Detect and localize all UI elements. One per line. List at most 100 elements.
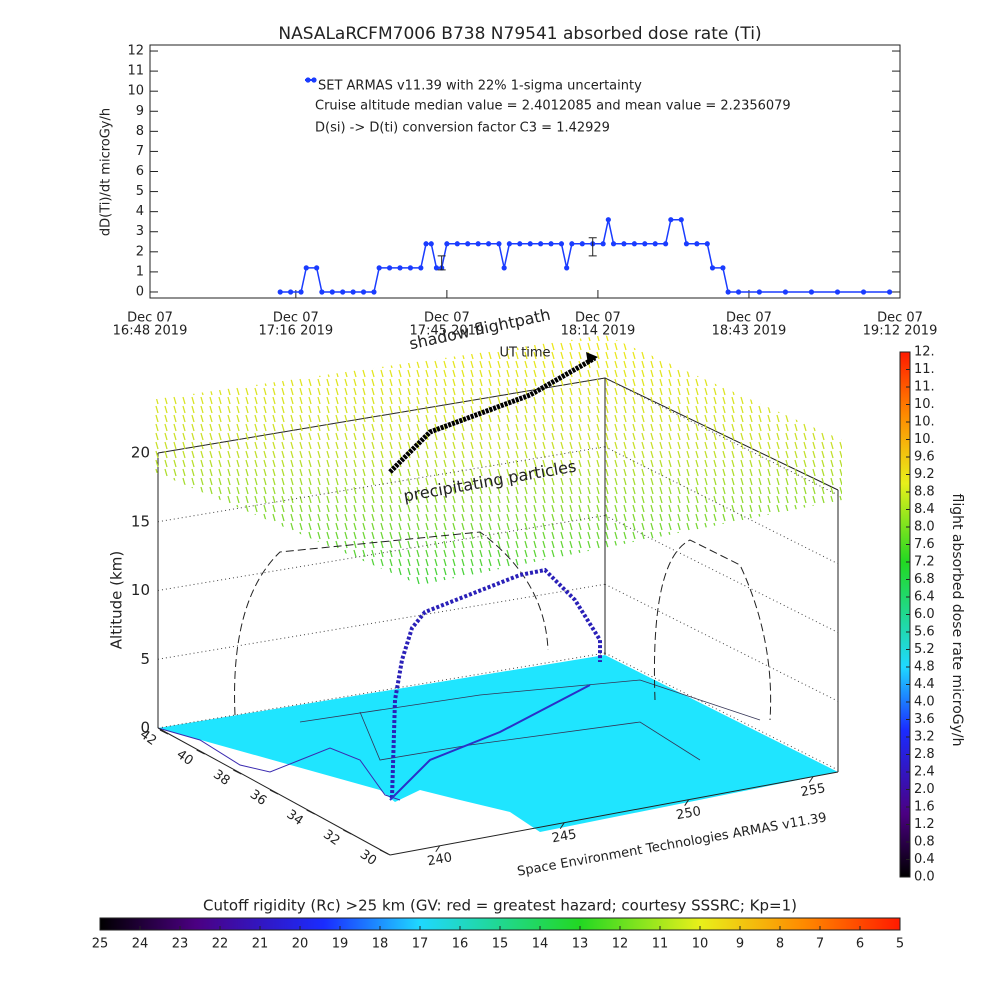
colorbar-tick-label: 1.2 bbox=[914, 817, 935, 832]
floor-map bbox=[158, 655, 838, 832]
x-tick-label: 17:16 2019 bbox=[258, 324, 333, 339]
data-point bbox=[558, 241, 565, 247]
data-point bbox=[725, 289, 731, 295]
data-point bbox=[501, 265, 507, 271]
data-point bbox=[683, 241, 690, 247]
colorbar-tick-label: 0.8 bbox=[914, 835, 935, 850]
data-point bbox=[454, 241, 460, 247]
colorbar-tick-label: 3.6 bbox=[914, 712, 935, 727]
colorbar-tick-label: 19 bbox=[332, 937, 349, 952]
colorbar-tick-label: 12 bbox=[612, 937, 629, 952]
data-point bbox=[642, 241, 648, 247]
x-tick-label: Dec 07 bbox=[127, 311, 173, 326]
colorbar-tick-label: 10. bbox=[914, 397, 935, 412]
lon-tick bbox=[808, 776, 814, 783]
lat-tick-label: 32 bbox=[320, 827, 342, 849]
colorbar-tick-label: 8.4 bbox=[914, 502, 935, 517]
x-tick-label: 18:14 2019 bbox=[561, 324, 636, 339]
y-axis-label: dD(Ti)/dt microGy/h bbox=[99, 108, 114, 236]
y-tick-label: 12 bbox=[127, 44, 144, 59]
lat-tick-label: 38 bbox=[210, 767, 232, 789]
lat-tick-label: 36 bbox=[247, 787, 269, 809]
data-point bbox=[517, 241, 523, 247]
flightpath-3d bbox=[390, 567, 602, 799]
data-point bbox=[485, 241, 492, 247]
y-tick-label: 7 bbox=[136, 144, 144, 159]
data-point bbox=[668, 217, 674, 223]
lat-tick-label: 40 bbox=[174, 747, 196, 769]
colorbar-tick-label: 3.2 bbox=[914, 730, 935, 745]
colorbar-tick-label: 25 bbox=[92, 937, 109, 952]
data-point bbox=[735, 289, 742, 295]
lat-tick bbox=[269, 789, 279, 795]
error-bar bbox=[588, 237, 597, 257]
x-tick-label: Dec 07 bbox=[424, 311, 470, 326]
data-point bbox=[621, 241, 627, 247]
shadow-arc bbox=[653, 539, 772, 721]
colorbar-tick-label: 0.4 bbox=[914, 852, 935, 867]
colorbar-tick-label: 0.0 bbox=[914, 870, 935, 885]
state-borders bbox=[299, 679, 761, 723]
arrow bbox=[586, 352, 598, 364]
colorbar-tick-label: 24 bbox=[132, 937, 149, 952]
data-point bbox=[527, 241, 533, 247]
coastline bbox=[157, 727, 401, 801]
data-point bbox=[303, 265, 309, 271]
colorbar-tick-label: 5.2 bbox=[914, 642, 935, 657]
data-point bbox=[418, 265, 424, 271]
data-point bbox=[720, 265, 726, 271]
annotation: Cruise altitude median value = 2.4012085… bbox=[315, 99, 791, 114]
data-point bbox=[610, 241, 617, 247]
y-tick-label: 3 bbox=[136, 224, 144, 239]
data-point bbox=[314, 265, 320, 271]
lat-tick-label: 34 bbox=[284, 807, 306, 829]
x-axis-label: UT time bbox=[500, 346, 551, 361]
colorbar-tick-label: 6.4 bbox=[914, 590, 935, 605]
lat-tick bbox=[159, 729, 169, 735]
colorbar-tick-label: 23 bbox=[172, 937, 189, 952]
data-point bbox=[756, 289, 762, 295]
y-tick-label: 9 bbox=[136, 104, 144, 119]
lon-tick-label: 250 bbox=[675, 804, 702, 823]
colorbar-tick-label: 13 bbox=[572, 937, 589, 952]
colorbar-tick-label: 6 bbox=[856, 937, 864, 952]
error-bar bbox=[437, 255, 446, 271]
lat-tick bbox=[233, 769, 242, 775]
lon-tick bbox=[559, 822, 565, 829]
data-point bbox=[886, 289, 893, 295]
y-tick-label: 11 bbox=[127, 64, 144, 79]
data-point bbox=[631, 241, 637, 247]
flightpath-top bbox=[388, 355, 597, 474]
data-point bbox=[397, 265, 403, 271]
colorbar-tick-label: 5.6 bbox=[914, 625, 935, 640]
data-point bbox=[340, 289, 346, 295]
data-point bbox=[538, 241, 544, 247]
colorbar-tick-label: 7.6 bbox=[914, 537, 935, 552]
data-point bbox=[569, 241, 575, 247]
legend-marker bbox=[311, 77, 317, 83]
data-point bbox=[288, 289, 294, 295]
data-point bbox=[423, 241, 429, 247]
z-axis-label: Altitude (km) bbox=[108, 551, 126, 649]
colorbar-tick-label: 2.4 bbox=[914, 765, 935, 780]
z-tick-label: 0 bbox=[140, 719, 150, 737]
data-point bbox=[579, 241, 585, 247]
data-point bbox=[360, 289, 367, 295]
plot-3d bbox=[150, 335, 842, 856]
data-point bbox=[834, 289, 841, 295]
y-tick-label: 1 bbox=[136, 264, 144, 279]
chart-title: NASALaRCFM7006 B738 N79541 absorbed dose… bbox=[278, 24, 761, 44]
colorbar-tick-label: 6.0 bbox=[914, 607, 935, 622]
data-point bbox=[350, 289, 356, 295]
colorbar-tick-label: 8.8 bbox=[914, 485, 935, 500]
colorbar-tick-label: 10. bbox=[914, 415, 935, 430]
colorbar-tick-label: 2.0 bbox=[914, 782, 935, 797]
lon-tick-label: 245 bbox=[551, 827, 578, 846]
lat-tick bbox=[379, 849, 389, 855]
z-tick-label: 15 bbox=[131, 512, 150, 530]
colorbar-tick-label: 20 bbox=[292, 937, 309, 952]
data-point bbox=[709, 265, 716, 271]
colorbar-tick-label: 4.0 bbox=[914, 695, 935, 710]
x-tick-label: 19:12 2019 bbox=[863, 324, 938, 339]
colorbar-tick-label: 15 bbox=[492, 937, 509, 952]
